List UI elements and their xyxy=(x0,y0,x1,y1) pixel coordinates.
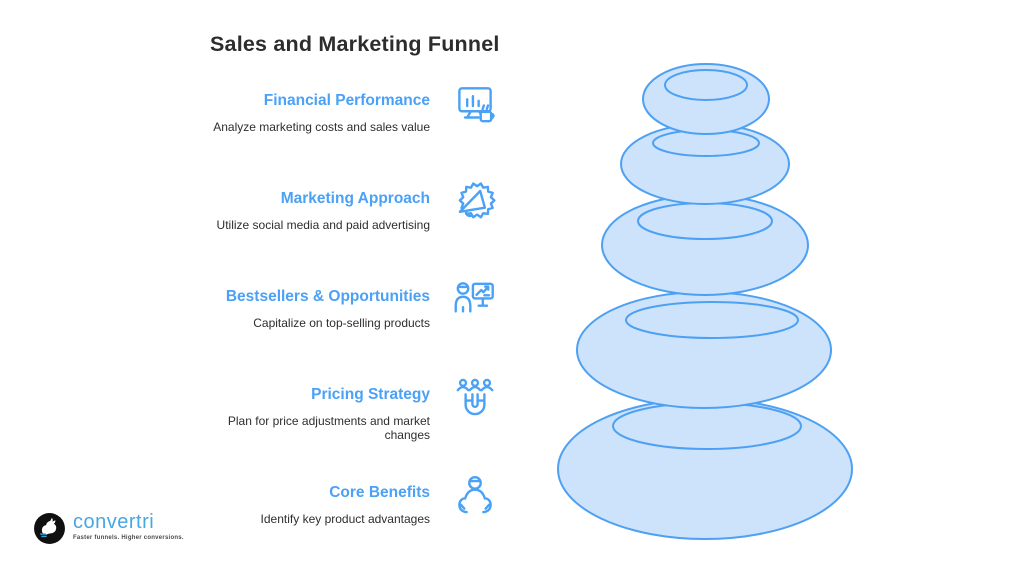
logo-text: convertri Faster funnels. Higher convers… xyxy=(73,511,184,542)
step-text: Bestsellers & Opportunities Capitalize o… xyxy=(226,288,430,331)
funnel-level-1 xyxy=(642,63,770,135)
funnel-level-4 xyxy=(576,291,832,409)
funnel-level-2 xyxy=(620,123,790,205)
funnel-step-pricing-strategy: Pricing Strategy Plan for price adjustme… xyxy=(228,378,500,442)
step-heading: Bestsellers & Opportunities xyxy=(225,288,430,305)
convertri-logo: convertri Faster funnels. Higher convers… xyxy=(33,512,184,545)
step-description: Analyze marketing costs and sales value xyxy=(213,120,430,134)
rabbit-logo-icon xyxy=(33,512,66,545)
step-heading: Pricing Strategy xyxy=(311,386,430,403)
step-heading: Marketing Approach xyxy=(280,190,430,207)
monitor-chart-icon xyxy=(450,80,500,130)
step-text: Core Benefits Identify key product advan… xyxy=(261,484,430,527)
step-text: Pricing Strategy Plan for price adjustme… xyxy=(228,386,430,442)
step-description: Utilize social media and paid advertisin… xyxy=(216,218,430,232)
presenter-board-icon xyxy=(450,276,500,326)
pebble-stack-funnel xyxy=(557,63,853,540)
funnel-step-marketing-approach: Marketing Approach Utilize social media … xyxy=(217,182,500,233)
logo-wordmark: convertri xyxy=(73,511,155,533)
megaphone-burst-icon xyxy=(450,178,500,228)
care-person-icon xyxy=(450,472,500,522)
step-heading: Core Benefits xyxy=(329,484,430,501)
step-heading: Financial Performance xyxy=(263,92,430,109)
page-title: Sales and Marketing Funnel xyxy=(210,32,500,56)
funnel-level-3 xyxy=(601,194,809,296)
step-text: Financial Performance Analyze marketing … xyxy=(213,92,430,135)
step-text: Marketing Approach Utilize social media … xyxy=(217,190,430,233)
funnel-step-core-benefits: Core Benefits Identify key product advan… xyxy=(261,476,500,527)
logo-tagline: Faster funnels. Higher conversions. xyxy=(73,535,184,541)
step-description: Plan for price adjustments and market ch… xyxy=(227,414,430,442)
magnet-people-icon xyxy=(450,374,500,424)
burst-shape xyxy=(458,182,496,219)
funnel-level-5 xyxy=(557,398,853,540)
funnel-step-bestsellers-opportunities: Bestsellers & Opportunities Capitalize o… xyxy=(226,282,500,331)
step-description: Capitalize on top-selling products xyxy=(253,316,430,330)
step-description: Identify key product advantages xyxy=(260,512,430,526)
funnel-step-financial-performance: Financial Performance Analyze marketing … xyxy=(213,87,500,135)
